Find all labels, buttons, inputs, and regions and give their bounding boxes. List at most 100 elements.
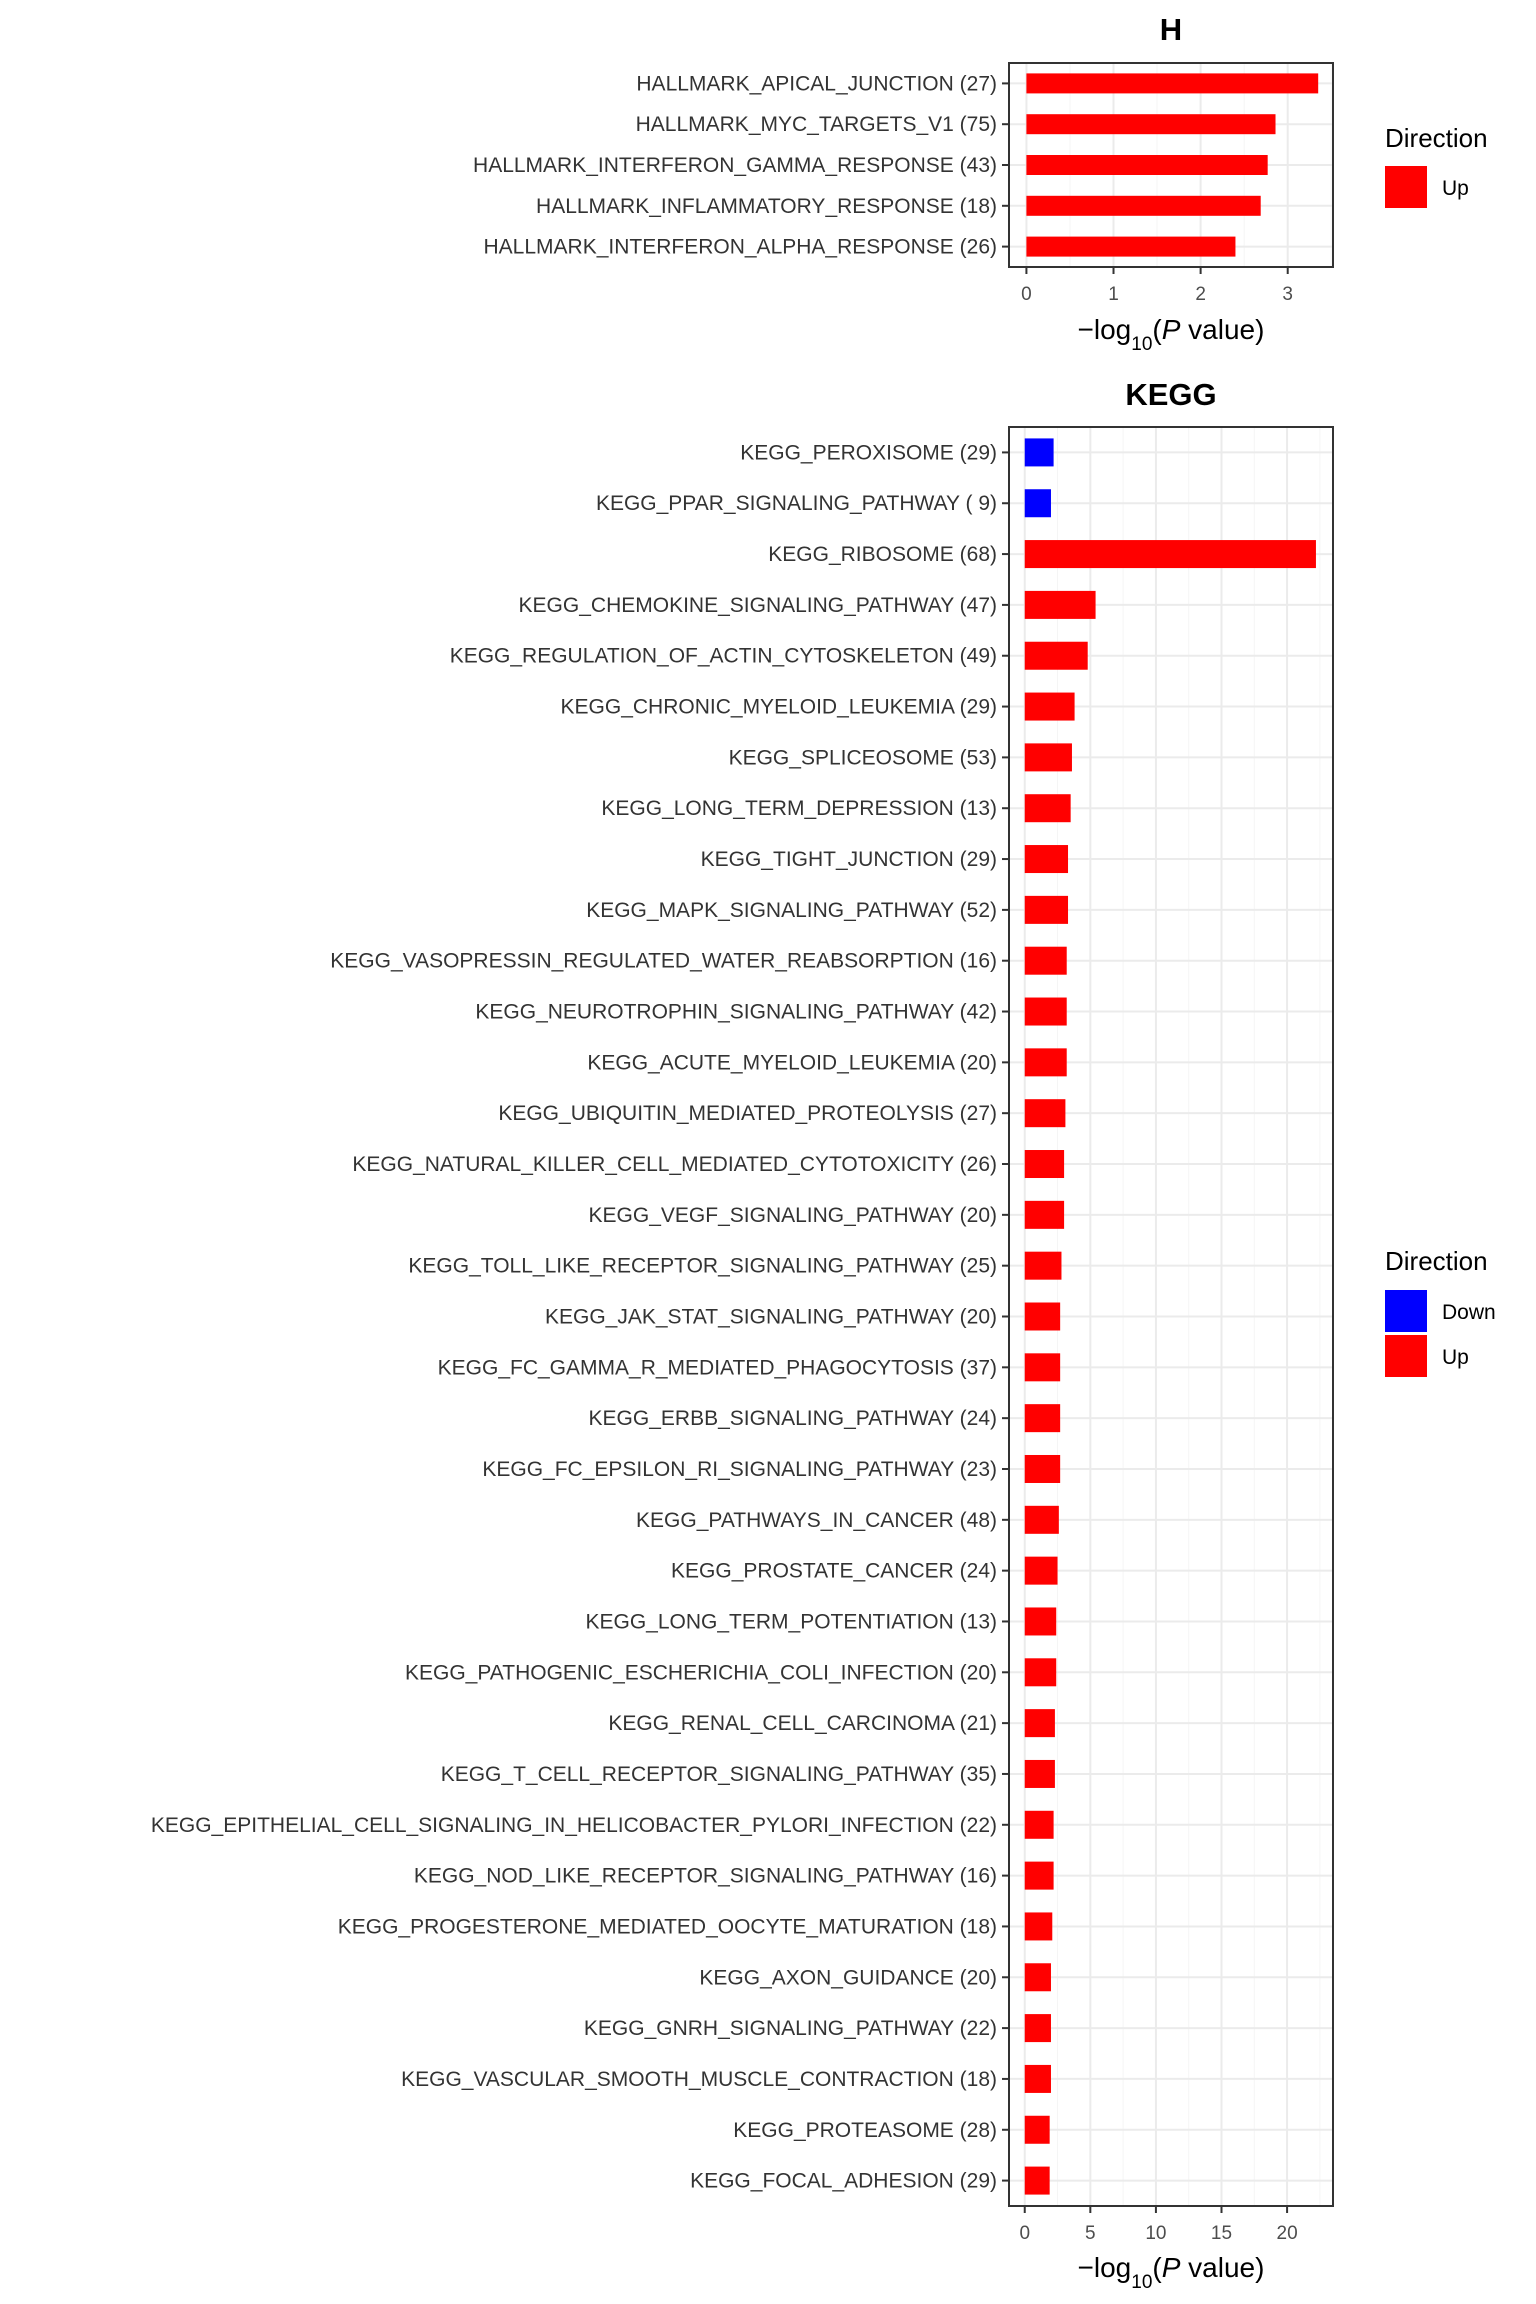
panel-kegg: KEGG_PEROXISOME (29) KEGG_PPAR_SIGNALING_… (151, 377, 1496, 2293)
bar (1024, 1810, 1054, 1839)
legend-key-up (1385, 166, 1427, 208)
category-label: HALLMARK_APICAL_JUNCTION (27) (636, 72, 997, 95)
category-label: KEGG_ERBB_SIGNALING_PATHWAY (24) (589, 1407, 997, 1430)
category-label: KEGG_NOD_LIKE_RECEPTOR_SIGNALING_PATHWAY… (414, 1865, 997, 1888)
bar (1024, 2014, 1051, 2043)
category-label: KEGG_TOLL_LIKE_RECEPTOR_SIGNALING_PATHWA… (408, 1255, 997, 1278)
bar (1024, 794, 1071, 823)
legend-label: Down (1442, 1301, 1496, 1324)
bar (1026, 73, 1319, 94)
bar (1024, 1302, 1061, 1331)
bar (1024, 895, 1069, 924)
bar (1026, 195, 1261, 216)
bar (1024, 1709, 1055, 1738)
bar (1026, 155, 1268, 175)
category-label: KEGG_AXON_GUIDANCE (20) (699, 1966, 997, 1989)
x-axis-title: −log10(P value) (1078, 314, 1265, 355)
x-tick-label: 0 (1021, 284, 1032, 305)
legend-title: Direction (1385, 1246, 1488, 1276)
legend-key-up (1385, 1335, 1427, 1377)
bar (1024, 1556, 1058, 1585)
category-label: KEGG_VASOPRESSIN_REGULATED_WATER_REABSOR… (330, 950, 997, 973)
bar (1024, 1963, 1051, 1992)
category-label: KEGG_LONG_TERM_POTENTIATION (13) (585, 1610, 997, 1633)
bar (1024, 1048, 1067, 1077)
x-tick-label: 1 (1108, 284, 1119, 305)
bar (1024, 1099, 1066, 1128)
category-label: KEGG_ACUTE_MYELOID_LEUKEMIA (20) (587, 1051, 997, 1074)
x-tick-label: 15 (1211, 2223, 1232, 2244)
bar (1024, 590, 1096, 619)
category-label: KEGG_UBIQUITIN_MEDIATED_PROTEOLYSIS (27) (498, 1102, 997, 1125)
category-label: KEGG_FOCAL_ADHESION (29) (690, 2170, 997, 2193)
x-axis-title: −log10(P value) (1078, 2252, 1265, 2293)
panel-border (1008, 62, 1334, 268)
category-label: KEGG_EPITHELIAL_CELL_SIGNALING_IN_HELICO… (151, 1814, 997, 1837)
category-label: KEGG_FC_EPSILON_RI_SIGNALING_PATHWAY (23… (482, 1458, 997, 1481)
bar (1026, 236, 1236, 257)
bar (1024, 1353, 1061, 1382)
category-label: KEGG_PATHOGENIC_ESCHERICHIA_COLI_INFECTI… (405, 1661, 997, 1684)
bar (1024, 1607, 1057, 1636)
category-label: HALLMARK_INTERFERON_ALPHA_RESPONSE (26) (484, 236, 998, 259)
legend-label: Up (1442, 1346, 1469, 1369)
category-label: KEGG_REGULATION_OF_ACTIN_CYTOSKELETON (4… (450, 645, 997, 668)
category-label: KEGG_RIBOSOME (68) (768, 543, 997, 566)
bar (1024, 946, 1067, 975)
bar (1024, 997, 1067, 1026)
category-label: KEGG_NATURAL_KILLER_CELL_MEDIATED_CYTOTO… (352, 1153, 997, 1176)
category-label: KEGG_NEUROTROPHIN_SIGNALING_PATHWAY (42) (475, 1001, 997, 1024)
category-label: KEGG_PROSTATE_CANCER (24) (671, 1560, 997, 1583)
category-label: KEGG_VEGF_SIGNALING_PATHWAY (20) (589, 1204, 997, 1227)
x-tick-label: 0 (1019, 2223, 1030, 2244)
bar (1024, 2064, 1051, 2093)
bar (1024, 438, 1054, 467)
category-label: HALLMARK_INTERFERON_GAMMA_RESPONSE (43) (473, 154, 997, 177)
category-label: KEGG_PROTEASOME (28) (733, 2119, 997, 2142)
category-label: KEGG_PATHWAYS_IN_CANCER (48) (636, 1509, 997, 1532)
panel-hallmark: HALLMARK_APICAL_JUNCTION (27) HALLMARK_MY… (473, 12, 1488, 355)
bar (1024, 1759, 1055, 1788)
bar (1024, 2115, 1050, 2144)
bar (1024, 1454, 1061, 1483)
bar (1024, 1861, 1054, 1890)
legend-label: Up (1442, 177, 1469, 200)
bar (1024, 1150, 1065, 1179)
category-label: KEGG_LONG_TERM_DEPRESSION (13) (601, 797, 997, 820)
x-tick-label: 5 (1085, 2223, 1096, 2244)
bar (1024, 489, 1051, 518)
bar (1024, 2166, 1050, 2195)
category-label: KEGG_GNRH_SIGNALING_PATHWAY (22) (584, 2017, 997, 2040)
panel-title: KEGG (1125, 377, 1216, 412)
bar (1024, 1200, 1065, 1229)
category-label: KEGG_PPAR_SIGNALING_PATHWAY ( 9) (596, 492, 997, 515)
bar (1024, 1251, 1062, 1280)
category-label: KEGG_PROGESTERONE_MEDIATED_OOCYTE_MATURA… (338, 1915, 997, 1938)
category-label: KEGG_SPLICEOSOME (53) (729, 746, 997, 769)
category-label: HALLMARK_INFLAMMATORY_RESPONSE (18) (536, 195, 997, 218)
bar (1026, 114, 1276, 135)
bar (1024, 1505, 1059, 1534)
bar (1024, 641, 1088, 670)
category-label: KEGG_FC_GAMMA_R_MEDIATED_PHAGOCYTOSIS (3… (438, 1356, 997, 1379)
bar (1024, 1912, 1053, 1941)
panel-border (1008, 426, 1334, 2207)
bar (1024, 845, 1069, 874)
category-label: KEGG_T_CELL_RECEPTOR_SIGNALING_PATHWAY (… (441, 1763, 997, 1786)
category-label: KEGG_CHEMOKINE_SIGNALING_PATHWAY (47) (519, 594, 997, 617)
bar (1024, 540, 1316, 569)
legend-title: Direction (1385, 123, 1488, 153)
category-label: KEGG_MAPK_SIGNALING_PATHWAY (52) (586, 899, 997, 922)
x-tick-label: 10 (1145, 2223, 1166, 2244)
category-label: KEGG_VASCULAR_SMOOTH_MUSCLE_CONTRACTION … (401, 2068, 997, 2091)
bar (1024, 1404, 1061, 1433)
x-tick-label: 20 (1277, 2223, 1298, 2244)
bar (1024, 1658, 1057, 1687)
x-tick-label: 3 (1282, 284, 1293, 305)
panel-title: H (1160, 12, 1182, 47)
category-label: KEGG_CHRONIC_MYELOID_LEUKEMIA (29) (561, 696, 997, 719)
bar (1024, 743, 1072, 772)
category-label: HALLMARK_MYC_TARGETS_V1 (75) (636, 113, 997, 136)
category-label: KEGG_PEROXISOME (29) (740, 441, 997, 464)
